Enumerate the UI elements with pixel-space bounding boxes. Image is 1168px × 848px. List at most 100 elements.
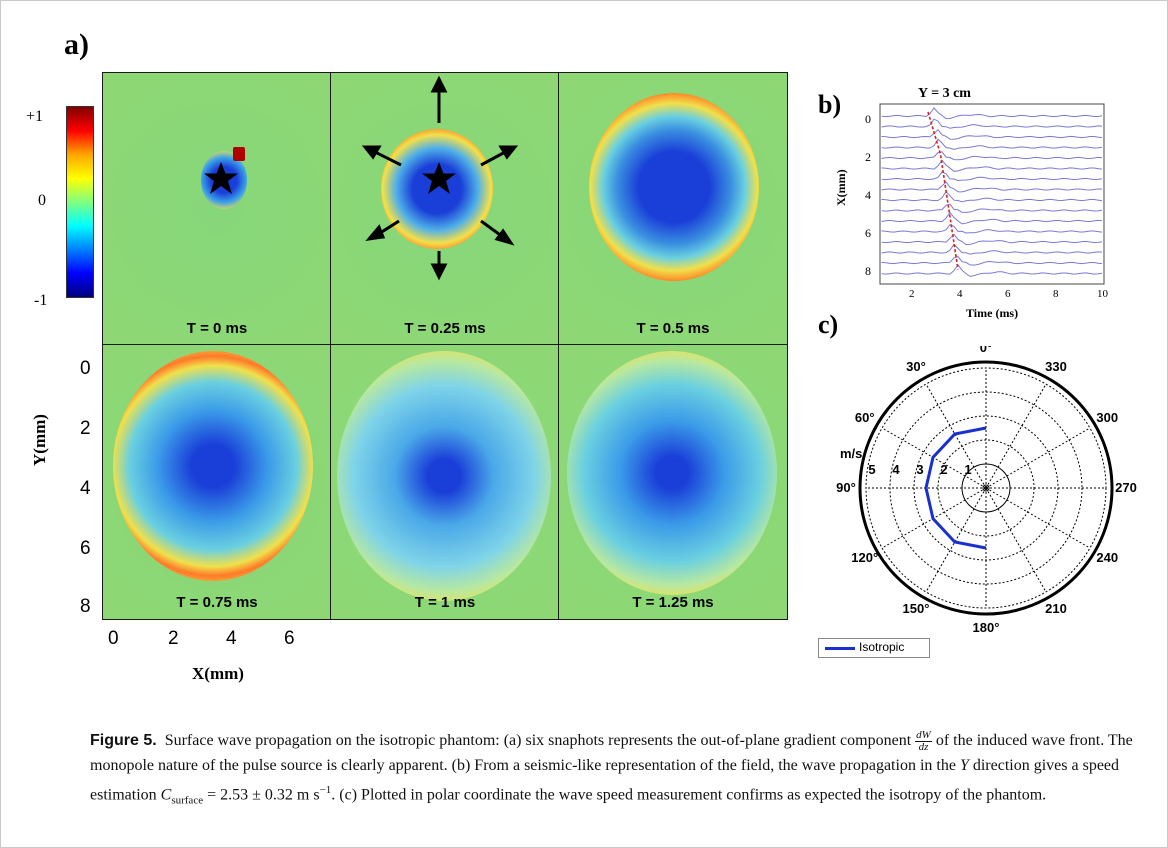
panel-b-title: Y = 3 cm — [918, 86, 971, 101]
snapshot-caption: T = 0 ms — [186, 320, 248, 337]
seismic-trace — [881, 159, 1103, 172]
caption-text-2: of the induced wave front. The monopole … — [90, 732, 1133, 774]
seismic-trace — [881, 118, 1103, 129]
snapshot-caption: T = 1 ms — [414, 594, 476, 611]
snapshot-caption: T = 0.5 ms — [636, 320, 710, 337]
polar-angle-label: 270 — [1115, 480, 1137, 495]
b-y-tick: 6 — [865, 226, 871, 240]
source-star-icon — [422, 162, 456, 194]
colorbar — [66, 106, 94, 298]
snapshot-6: T = 1.25 ms — [558, 344, 788, 620]
polar-angle-label: 60° — [855, 410, 875, 425]
snapshot-1: T = 0 ms — [102, 72, 332, 346]
polar-grid-ring — [865, 367, 1107, 609]
polar-unit-label: m/s — [840, 446, 862, 461]
y-tick: 0 — [80, 358, 91, 379]
seismic-trace — [881, 243, 1103, 255]
snapshot-caption: T = 0.75 ms — [176, 594, 258, 611]
panel-c-label: c) — [818, 310, 839, 339]
polar-radial-label: 3 — [916, 462, 923, 477]
b-y-tick: 4 — [865, 188, 871, 202]
polar-angle-label: 330 — [1045, 359, 1067, 374]
seismic-trace-plot — [879, 103, 1105, 285]
polar-radial-label: 5 — [868, 462, 875, 477]
seismic-trace — [881, 181, 1103, 193]
legend: Isotropic — [818, 638, 930, 658]
x-tick: 6 — [284, 628, 295, 649]
b-y-tick: 8 — [865, 264, 871, 278]
polar-angle-label: 240 — [1096, 550, 1118, 565]
polar-origin — [982, 484, 990, 492]
polar-radial-label: 1 — [964, 462, 971, 477]
caption-text-3: direction gives a speed estimation — [90, 757, 1120, 804]
b-x-axis-title: Time (ms) — [966, 306, 1019, 320]
polar-angle-label: 300 — [1096, 410, 1118, 425]
polar-radial-label: 4 — [892, 462, 900, 477]
seismic-trace — [881, 171, 1103, 182]
seismic-trace — [881, 107, 1103, 120]
x-tick: 4 — [226, 628, 237, 649]
legend-label: Isotropic — [859, 640, 905, 654]
fraction-numerator: dW — [915, 728, 932, 742]
snapshot-3: T = 0.5 ms — [558, 72, 788, 346]
seismic-trace — [881, 256, 1103, 266]
polar-angle-label: 150° — [903, 601, 930, 616]
figure-caption: Figure 5. Surface wave propagation on th… — [90, 728, 1150, 814]
caption-text-4: = 2.53 ± 0.32 m s — [207, 786, 320, 804]
y-tick: 4 — [80, 478, 91, 499]
snapshot-caption: T = 1.25 ms — [632, 594, 714, 611]
b-x-tick: 2 — [909, 288, 915, 300]
snapshot-5: T = 1 ms — [330, 344, 560, 620]
y-tick: 8 — [80, 596, 91, 617]
y-axis-title: Y(mm) — [30, 414, 49, 466]
polar-angle-label: 180° — [973, 620, 1000, 635]
caption-c-symbol: C — [160, 786, 172, 804]
panel-b-label: b) — [818, 90, 842, 119]
seismic-trace — [881, 211, 1103, 225]
seismic-trace — [881, 128, 1103, 140]
legend-line-swatch — [825, 647, 855, 650]
y-tick: 6 — [80, 538, 91, 559]
propagation-arrows — [361, 75, 519, 281]
seismic-trace — [881, 233, 1103, 246]
fraction-denominator: dz — [918, 740, 929, 753]
seismic-trace — [881, 138, 1103, 151]
y-tick: 2 — [80, 418, 91, 439]
b-y-tick: 2 — [865, 150, 871, 164]
caption-y-direction: Y — [959, 757, 969, 774]
b-y-tick: 0 — [865, 112, 871, 126]
snapshot-4: T = 0.75 ms — [102, 344, 332, 620]
polar-angle-label: 90° — [836, 480, 856, 495]
b-y-axis-title: X(mm) — [834, 169, 848, 206]
caption-c-subscript: surface — [171, 794, 204, 807]
caption-unit-exponent: −1 — [319, 784, 332, 796]
b-x-tick: 8 — [1053, 288, 1059, 300]
panel-a-label: a) — [64, 28, 89, 61]
caption-text-5: . (c) Plotted in polar coordinate the wa… — [331, 786, 1047, 804]
x-tick: 0 — [108, 628, 119, 649]
polar-plot: 0° 330 300 270 240 210 180° 150° 120° 90° 60° 30° 1 2… — [836, 346, 1137, 635]
caption-text-1: Surface wave propagation on the isotropi… — [164, 732, 912, 749]
b-x-tick: 6 — [1005, 288, 1011, 300]
snapshot-caption: T = 0.25 ms — [404, 320, 486, 337]
isotropic-series-line — [924, 426, 987, 550]
b-x-tick: 10 — [1097, 288, 1108, 300]
seismic-trace — [881, 203, 1103, 213]
colorbar-mid-label: 0 — [38, 192, 46, 209]
polar-angle-label: 30° — [906, 359, 926, 374]
x-axis-title: X(mm) — [192, 664, 244, 683]
colorbar-max-label: +1 — [26, 108, 44, 125]
snapshot-2: T = 0.25 ms — [330, 72, 560, 346]
caption-label: Figure 5. — [90, 732, 157, 749]
seismic-trace — [881, 223, 1103, 234]
seismic-trace — [881, 151, 1103, 161]
polar-radial-label: 2 — [940, 462, 947, 477]
seismic-trace — [881, 264, 1103, 277]
colorbar-min-label: -1 — [34, 292, 48, 309]
seismic-trace — [881, 190, 1103, 203]
polar-angle-label: 120° — [851, 550, 878, 565]
gradient-fraction: dW dz — [915, 728, 932, 753]
polar-angle-label: 0° — [980, 346, 992, 355]
x-tick: 2 — [168, 628, 179, 649]
source-star-icon — [204, 162, 238, 194]
